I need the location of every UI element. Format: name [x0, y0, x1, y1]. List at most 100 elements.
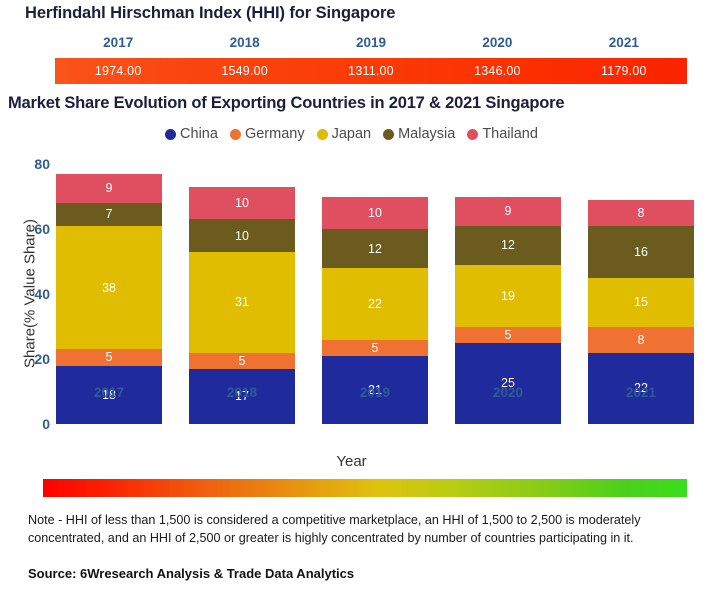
bar-segment-value: 9: [504, 204, 512, 219]
y-axis-ticks: 0 20 40 60 80: [10, 150, 50, 470]
bar-segment-thailand[interactable]: 8: [588, 199, 694, 226]
stacked-bar[interactable]: 25 5 19 12 9: [455, 196, 561, 424]
y-axis-tick-label: 0: [42, 416, 50, 432]
legend-swatch-icon: [467, 128, 479, 140]
chart-title: Market Share Evolution of Exporting Coun…: [8, 94, 565, 112]
chart-plot-area: Share(% Value Share) 0 20 40 60 80 18 5 38 7 9 20…: [0, 150, 703, 470]
bar-segment-value: 18: [102, 387, 116, 402]
hhi-value: 1179.00: [600, 64, 647, 78]
bar-segment-value: 25: [501, 376, 515, 391]
stacked-bar[interactable]: 22 8 15 16 8: [588, 199, 694, 424]
bar-segment-value: 12: [501, 238, 515, 253]
bar-segment-germany[interactable]: 5: [322, 339, 428, 356]
legend-item-label: Germany: [244, 126, 305, 142]
bar-segment-value: 5: [238, 353, 246, 368]
bar-segment-thailand[interactable]: 9: [455, 196, 561, 226]
bar-segment-value: 8: [637, 205, 645, 220]
bar-segment-malaysia[interactable]: 12: [322, 229, 428, 268]
hhi-year-label: 2020: [482, 35, 513, 50]
bar-segment-value: 5: [504, 327, 512, 342]
x-axis-tick-label: 2018: [226, 385, 258, 400]
hhi-gradient-scale: [43, 479, 687, 497]
bar-segment-value: 22: [634, 381, 648, 396]
x-axis-tick-label: 2017: [93, 385, 125, 400]
legend-item-japan[interactable]: Japan: [316, 126, 372, 142]
bar-segment-value: 21: [368, 382, 382, 397]
bar-segment-china[interactable]: 25: [455, 342, 561, 424]
bar-segment-malaysia[interactable]: 10: [189, 219, 295, 252]
x-axis-tick-label: 2021: [625, 385, 657, 400]
bar-segment-value: 12: [368, 241, 382, 256]
hhi-year-label: 2017: [103, 35, 134, 50]
x-axis-title: Year: [336, 453, 367, 470]
hhi-year-label: 2019: [355, 35, 387, 50]
legend-item-label: Malaysia: [398, 126, 456, 142]
bar-segment-value: 38: [102, 280, 116, 295]
bar-segment-germany[interactable]: 5: [189, 352, 295, 369]
legend-item-malaysia[interactable]: Malaysia: [383, 126, 455, 142]
bar-segment-japan[interactable]: 31: [189, 251, 295, 353]
y-axis-tick-label: 80: [34, 156, 50, 172]
hhi-value-bar: 1974.00 1549.00 1311.00 1346.00 1179.00: [55, 58, 687, 84]
bar-segment-china[interactable]: 21: [322, 355, 428, 424]
bar-segment-japan[interactable]: 38: [56, 225, 162, 350]
bar-segment-value: 10: [368, 205, 382, 220]
legend-item-china[interactable]: China: [165, 126, 218, 142]
bar-segment-thailand[interactable]: 9: [56, 173, 162, 203]
x-axis-tick-label: 2019: [359, 385, 391, 400]
bar-segment-value: 10: [235, 228, 249, 243]
legend-item-label: China: [180, 126, 218, 142]
legend-item-germany[interactable]: Germany: [229, 126, 305, 142]
bar-segment-china[interactable]: 22: [588, 352, 694, 424]
legend-item-thailand[interactable]: Thailand: [467, 126, 538, 142]
note-text: Note - HHI of less than 1,500 is conside…: [28, 513, 641, 545]
stacked-bar[interactable]: 21 5 22 12 10: [322, 196, 428, 424]
stacked-bar[interactable]: 17 5 31 10 10: [189, 186, 295, 424]
hhi-year-header-row: 2017 2018 2019 2020 2021: [55, 33, 687, 55]
hhi-value: 1549.00: [221, 64, 268, 78]
hhi-year-label: 2021: [608, 35, 639, 50]
legend-swatch-icon: [383, 128, 395, 140]
legend-swatch-icon: [316, 128, 328, 140]
bar-segment-thailand[interactable]: 10: [189, 186, 295, 220]
bar-segment-malaysia[interactable]: 12: [455, 225, 561, 265]
source-text: Source: 6Wresearch Analysis & Trade Data…: [28, 566, 355, 581]
bar-segment-malaysia[interactable]: 7: [56, 203, 162, 226]
hhi-value: 1346.00: [474, 64, 521, 78]
bar-segment-value: 5: [105, 350, 113, 365]
bar-segment-value: 8: [637, 332, 645, 347]
bar-segment-japan[interactable]: 19: [455, 264, 561, 327]
legend-swatch-icon: [165, 128, 177, 140]
bar-segment-thailand[interactable]: 10: [322, 196, 428, 229]
bar-segment-japan[interactable]: 22: [322, 268, 428, 340]
x-axis-tick-label: 2020: [492, 385, 524, 400]
bar-segment-japan[interactable]: 15: [588, 277, 694, 327]
bar-segment-germany[interactable]: 5: [455, 326, 561, 343]
bar-segment-malaysia[interactable]: 16: [588, 225, 694, 278]
hhi-value: 1311.00: [348, 64, 394, 78]
y-axis-tick-label: 20: [34, 351, 50, 367]
legend-item-label: Thailand: [482, 126, 538, 142]
hhi-year-label: 2018: [229, 35, 260, 50]
bar-segment-china[interactable]: 18: [56, 365, 162, 424]
bar-segment-value: 22: [368, 296, 382, 311]
bar-segment-value: 9: [105, 181, 113, 196]
bar-segment-value: 17: [235, 389, 249, 404]
legend-item-label: Japan: [331, 126, 372, 142]
bar-segment-germany[interactable]: 5: [56, 349, 162, 366]
bar-segment-value: 31: [235, 295, 249, 310]
hhi-title: Herfindahl Hirschman Index (HHI) for Sin…: [25, 4, 396, 22]
hhi-value: 1974.00: [94, 64, 142, 78]
bar-segment-germany[interactable]: 8: [588, 326, 694, 353]
bar-segment-value: 7: [105, 207, 113, 222]
bar-segment-value: 5: [371, 340, 379, 355]
bar-segment-value: 19: [501, 288, 515, 303]
y-axis-tick-label: 40: [34, 286, 50, 302]
bar-segment-value: 16: [634, 244, 648, 259]
stacked-bar[interactable]: 18 5 38 7 9: [56, 173, 162, 424]
bar-segment-value: 15: [634, 295, 648, 310]
bar-segment-china[interactable]: 17: [189, 368, 295, 424]
y-axis-tick-label: 60: [34, 221, 50, 237]
legend-swatch-icon: [229, 128, 241, 140]
bar-segment-value: 10: [235, 196, 249, 210]
